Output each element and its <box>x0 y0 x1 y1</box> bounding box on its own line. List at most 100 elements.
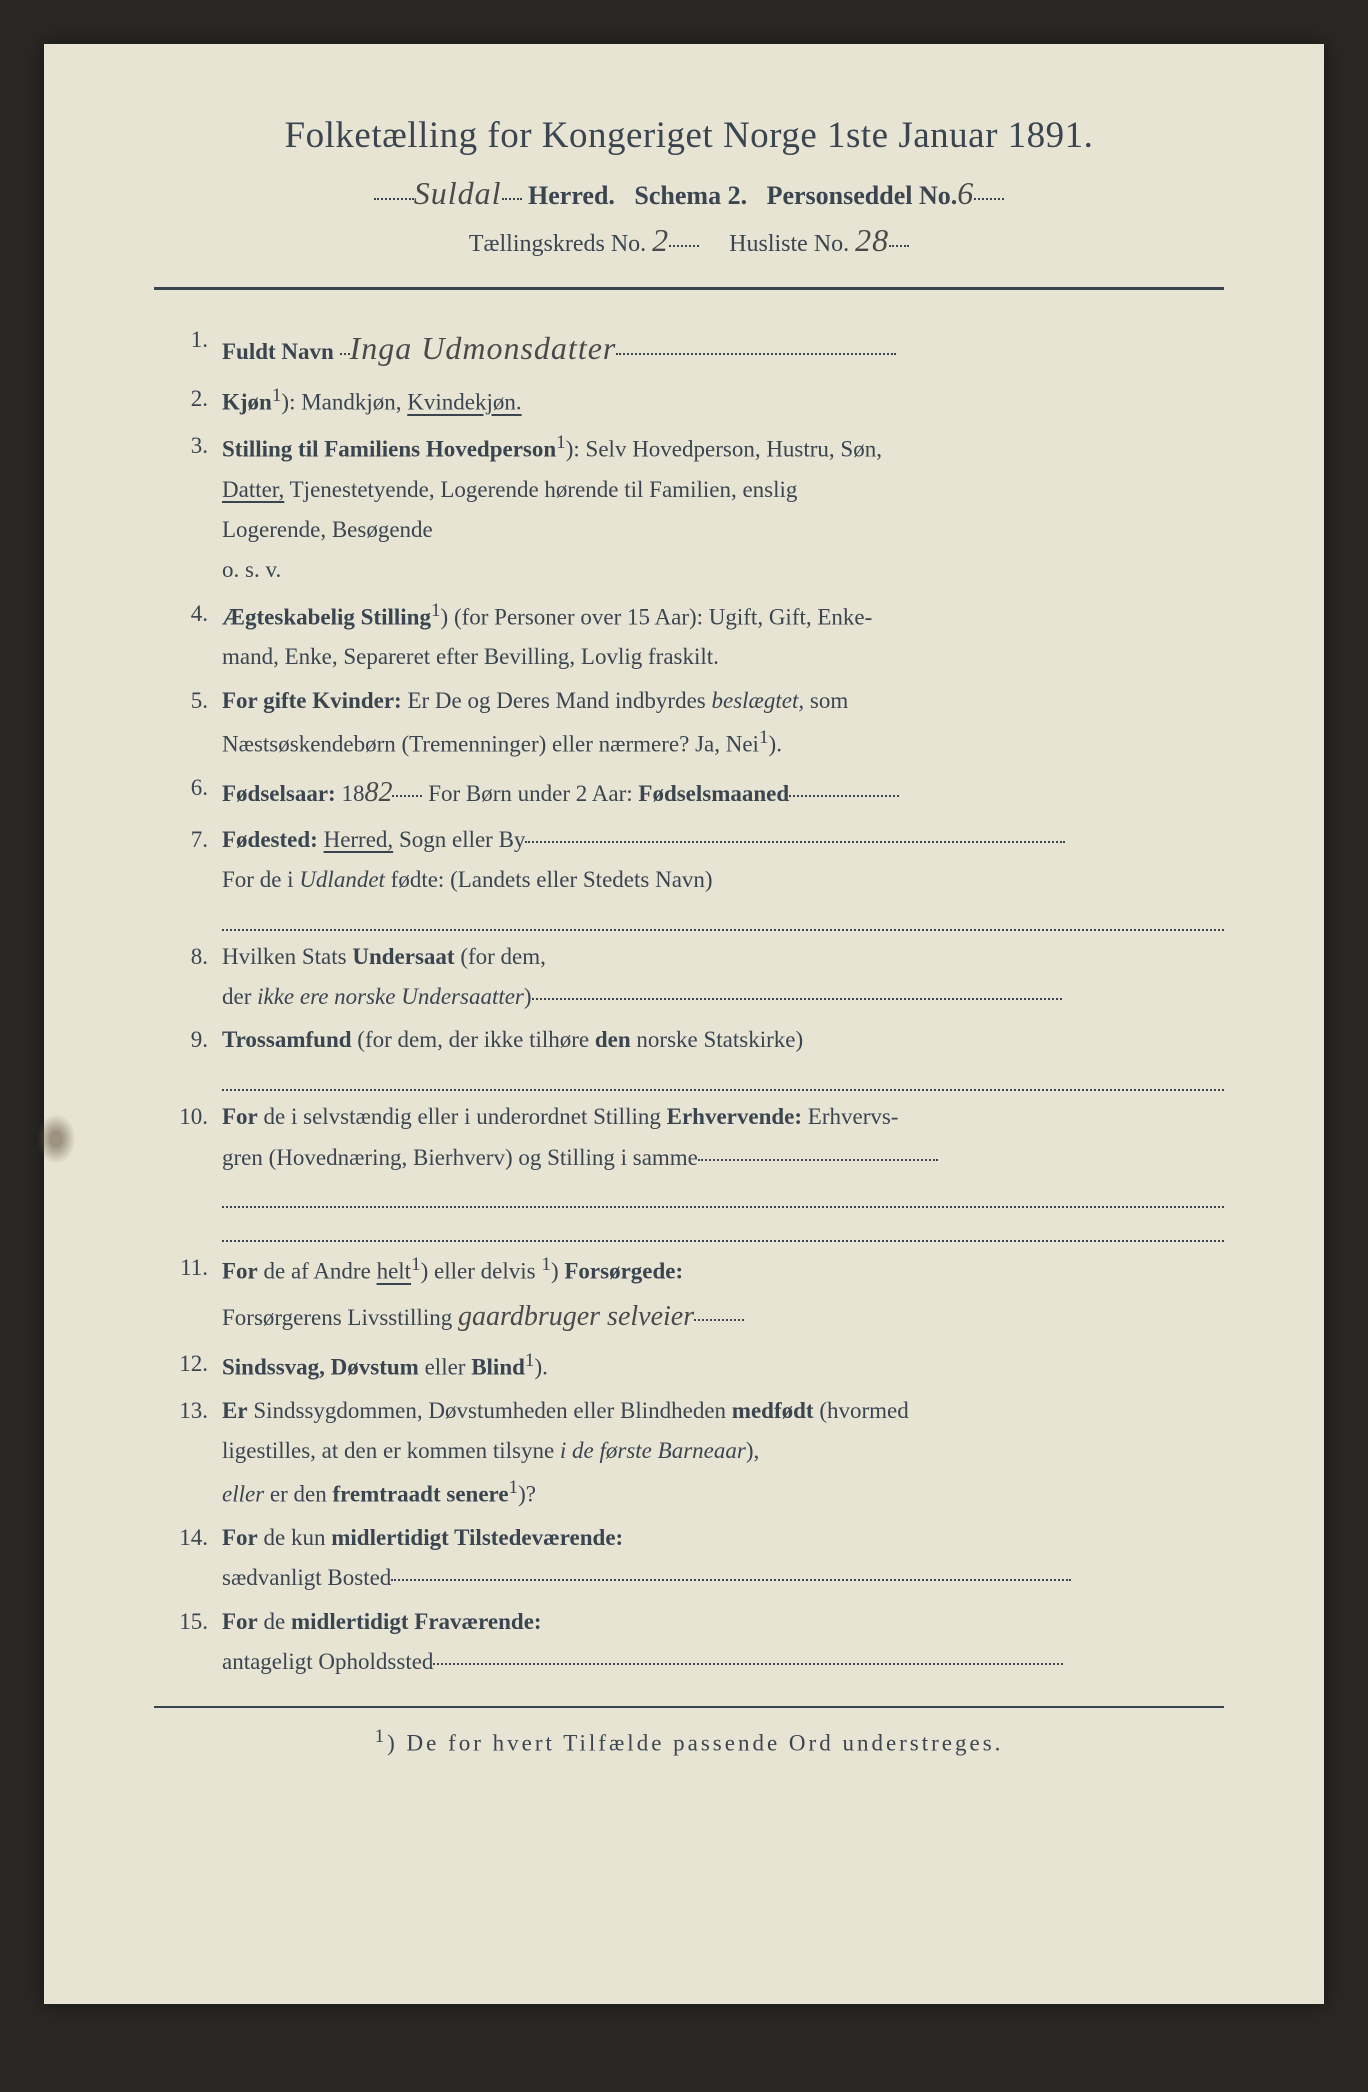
text: ), <box>746 1438 759 1463</box>
label: midlertidigt Tilstedeværende: <box>331 1525 623 1550</box>
text: ligestilles, at den er kommen tilsyne <box>222 1438 560 1463</box>
text: Sindssygdommen, Døvstumheden eller Blind… <box>248 1398 732 1423</box>
selected-underline: Herred, <box>324 827 394 852</box>
sup: 1 <box>556 432 566 453</box>
item-num: 13. <box>154 1391 222 1515</box>
sup: 1 <box>509 1477 519 1498</box>
label: Fødested: <box>222 827 318 852</box>
text: norske Statskirke) <box>631 1027 803 1052</box>
label: medfødt <box>732 1398 814 1423</box>
text: ) (for Personer over 15 Aar): Ugift, Gif… <box>441 604 873 629</box>
item-num: 15. <box>154 1602 222 1683</box>
italic: Udlandet <box>299 867 385 892</box>
text: sædvanligt Bosted <box>222 1565 391 1590</box>
item-7: 7. Fødested: Herred, Sogn eller By For d… <box>154 820 1224 901</box>
dotted-line <box>222 1181 1224 1209</box>
label: For <box>222 1609 258 1634</box>
italic: ikke ere norske Undersaatter <box>257 984 524 1009</box>
italic: i de første Barneaar <box>560 1438 746 1463</box>
text: fødte: (Landets eller Stedets Navn) <box>385 867 713 892</box>
item-13: 13. Er Sindssygdommen, Døvstumheden elle… <box>154 1391 1224 1515</box>
item-num: 14. <box>154 1518 222 1599</box>
header-line-1: Suldal Herred. Schema 2. Personseddel No… <box>154 175 1224 212</box>
text: (hvormed <box>814 1398 909 1423</box>
item-num: 11. <box>154 1248 222 1341</box>
item-num: 2. <box>154 379 222 423</box>
item-num: 1. <box>154 320 222 376</box>
text: som <box>804 688 848 713</box>
sup: 1 <box>525 1350 535 1371</box>
text: Logerende, Besøgende <box>222 517 433 542</box>
text: Erhvervs- <box>802 1104 898 1129</box>
text: der <box>222 984 257 1009</box>
text: antageligt Opholdssted <box>222 1649 433 1674</box>
text: Tjenestetyende, Logerende hørende til Fa… <box>284 477 797 502</box>
footnote: 1) De for hvert Tilfælde passende Ord un… <box>154 1726 1224 1757</box>
label: Fødselsaar: <box>222 781 336 806</box>
item-1: 1. Fuldt Navn Inga Udmonsdatter <box>154 320 1224 376</box>
label: fremtraadt senere <box>332 1482 508 1507</box>
label: midlertidigt Fraværende: <box>291 1609 542 1634</box>
label: Kjøn <box>222 390 272 415</box>
label: For gifte Kvinder: <box>222 688 402 713</box>
text: ): Mandkjøn, <box>281 390 407 415</box>
label: For <box>222 1259 258 1284</box>
occupation-hw: gaardbruger selveier <box>458 1301 694 1332</box>
item-num: 7. <box>154 820 222 901</box>
husliste-label: Husliste No. <box>729 231 849 257</box>
selected-underline: Kvindekjøn. <box>407 390 521 415</box>
text: ) eller delvis <box>421 1259 542 1284</box>
personseddel-label: Personseddel No. <box>767 181 958 210</box>
name-hw: Inga Udmonsdatter <box>350 330 617 366</box>
form-title: Folketælling for Kongeriget Norge 1ste J… <box>154 114 1224 157</box>
text: (for dem, <box>455 944 546 969</box>
item-5: 5. For gifte Kvinder: Er De og Deres Man… <box>154 681 1224 765</box>
herred-handwritten: Suldal <box>414 175 502 211</box>
text: (for dem, der ikke tilhøre <box>352 1027 595 1052</box>
item-14: 14. For de kun midlertidigt Tilstedevære… <box>154 1518 1224 1599</box>
label: Sindssvag, Døvstum <box>222 1355 419 1380</box>
text: de af Andre <box>258 1259 377 1284</box>
footnote-text: ) De for hvert Tilfælde passende Ord und… <box>387 1731 1003 1756</box>
item-12: 12. Sindssvag, Døvstum eller Blind1). <box>154 1344 1224 1388</box>
item-num: 3. <box>154 426 222 591</box>
herred-label: Herred. <box>522 181 615 210</box>
year-hw: 82 <box>364 777 392 808</box>
header-line-2: Tællingskreds No. 2 Husliste No. 28 <box>154 222 1224 259</box>
label: For <box>222 1104 258 1129</box>
dotted-line <box>222 903 1224 931</box>
label: Forsørgede: <box>564 1259 683 1284</box>
italic: beslægtet, <box>711 688 804 713</box>
divider-bottom <box>154 1706 1224 1708</box>
text: de i selvstændig eller i underordnet Sti… <box>258 1104 667 1129</box>
label: Blind <box>471 1355 525 1380</box>
text: Hvilken Stats <box>222 944 352 969</box>
divider-top <box>154 287 1224 290</box>
dotted-line <box>222 1214 1224 1242</box>
text: er den <box>264 1482 332 1507</box>
dotted-line <box>222 1064 1224 1092</box>
text: o. s. v. <box>222 557 281 582</box>
item-2: 2. Kjøn1): Mandkjøn, Kvindekjøn. <box>154 379 1224 423</box>
text: ) <box>524 984 532 1009</box>
label: Er <box>222 1398 248 1423</box>
item-num: 5. <box>154 681 222 765</box>
label: den <box>595 1027 631 1052</box>
kreds-label: Tællingskreds No. <box>469 231 646 257</box>
text: ): Selv Hovedperson, Hustru, Søn, <box>566 437 882 462</box>
census-form-page: Folketælling for Kongeriget Norge 1ste J… <box>44 44 1324 2004</box>
item-15: 15. For de midlertidigt Fraværende: anta… <box>154 1602 1224 1683</box>
text: gren (Hovednæring, Bierhverv) og Stillin… <box>222 1145 698 1170</box>
item-num: 4. <box>154 594 222 678</box>
label: Trossamfund <box>222 1027 352 1052</box>
text: de <box>258 1609 291 1634</box>
text: Forsørgerens Livsstilling <box>222 1305 458 1330</box>
item-9: 9. Trossamfund (for dem, der ikke tilhør… <box>154 1020 1224 1060</box>
item-6: 6. Fødselsaar: 1882 For Børn under 2 Aar… <box>154 768 1224 817</box>
item-8: 8. Hvilken Stats Undersaat (for dem, der… <box>154 937 1224 1018</box>
text: Er De og Deres Mand indbyrdes <box>402 688 712 713</box>
sup: 1 <box>759 727 769 748</box>
item-num: 8. <box>154 937 222 1018</box>
item-num: 6. <box>154 768 222 817</box>
text: ) <box>551 1259 564 1284</box>
